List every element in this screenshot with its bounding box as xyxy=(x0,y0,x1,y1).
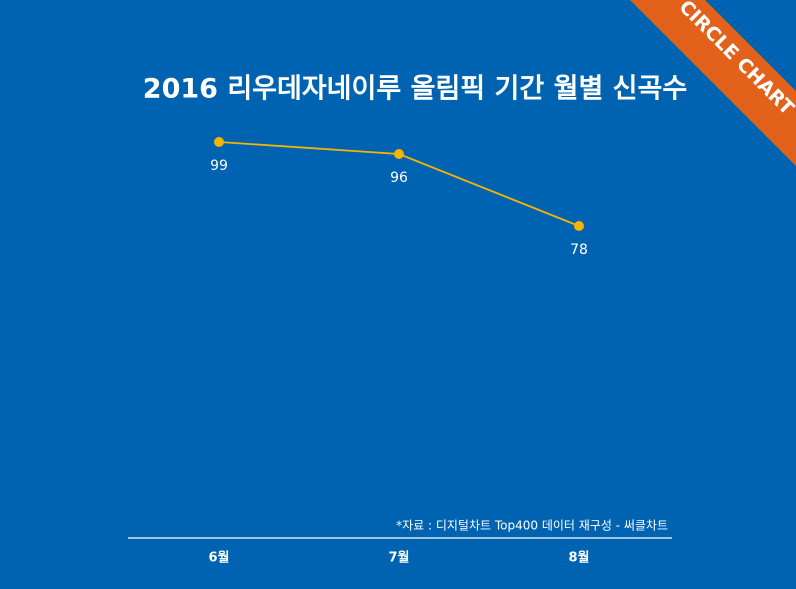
data-label: 78 xyxy=(570,242,588,258)
source-note: *자료 : 디지털차트 Top400 데이터 재구성 - 써클차트 xyxy=(396,519,668,533)
x-tick-label: 7월 xyxy=(388,550,409,566)
point xyxy=(394,149,404,159)
x-tick-label: 8월 xyxy=(568,550,589,566)
point xyxy=(574,221,584,231)
data-label: 99 xyxy=(210,158,228,174)
chart-title: 2016 리우데자네이루 올림픽 기간 월별 신곡수 xyxy=(143,74,687,105)
point xyxy=(214,137,224,147)
corner-ribbon xyxy=(630,0,796,166)
data-label: 96 xyxy=(390,170,408,186)
x-tick-label: 6월 xyxy=(208,550,229,566)
